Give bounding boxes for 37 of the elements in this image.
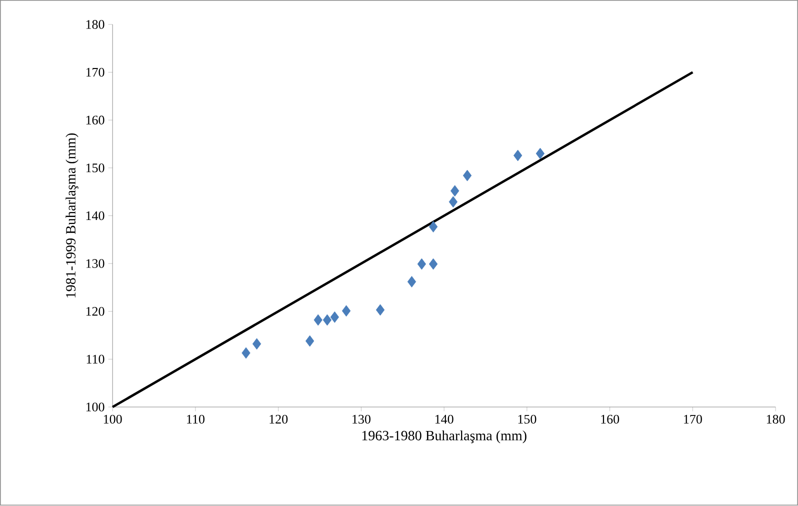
x-tick-label: 140: [435, 415, 454, 424]
y-tick-label: 170: [86, 68, 104, 77]
point: [536, 148, 545, 160]
x-tick-label: 150: [518, 415, 536, 424]
point: [514, 150, 522, 162]
point: [376, 304, 385, 316]
y-tick-label: 120: [86, 307, 104, 316]
y-tick-label: 100: [86, 402, 104, 412]
point: [242, 347, 250, 359]
x-tick-label: 180: [766, 415, 785, 424]
y-tick-label: 160: [86, 116, 104, 125]
y-tick-label: 150: [86, 164, 104, 173]
point: [407, 276, 416, 288]
x-tick-label: 120: [270, 415, 288, 424]
x-axis-title: 1963-1980 Buharlaşma (mm): [362, 430, 526, 444]
point: [448, 196, 458, 208]
x-tick-label: 110: [187, 415, 204, 424]
point: [322, 314, 332, 326]
y-tick-label: 180: [86, 20, 104, 30]
point: [450, 185, 460, 197]
point: [428, 258, 438, 270]
point: [342, 305, 351, 317]
x-tick-label: 160: [601, 415, 620, 424]
y-tick-label: 110: [86, 355, 104, 364]
x-tick-label: 130: [352, 415, 370, 424]
point: [305, 336, 314, 347]
y-axis-title: 1981-1999 Buharlaşma (mm): [66, 134, 78, 298]
point: [462, 170, 472, 182]
x-tick-label: 170: [684, 415, 702, 424]
y-tick-label: 130: [86, 259, 104, 268]
x-tick-label: 100: [104, 415, 122, 424]
point: [314, 314, 322, 326]
point: [417, 258, 426, 270]
point: [252, 338, 262, 350]
y-tick-label: 140: [86, 212, 104, 220]
point: [330, 312, 340, 324]
point: [428, 221, 438, 233]
